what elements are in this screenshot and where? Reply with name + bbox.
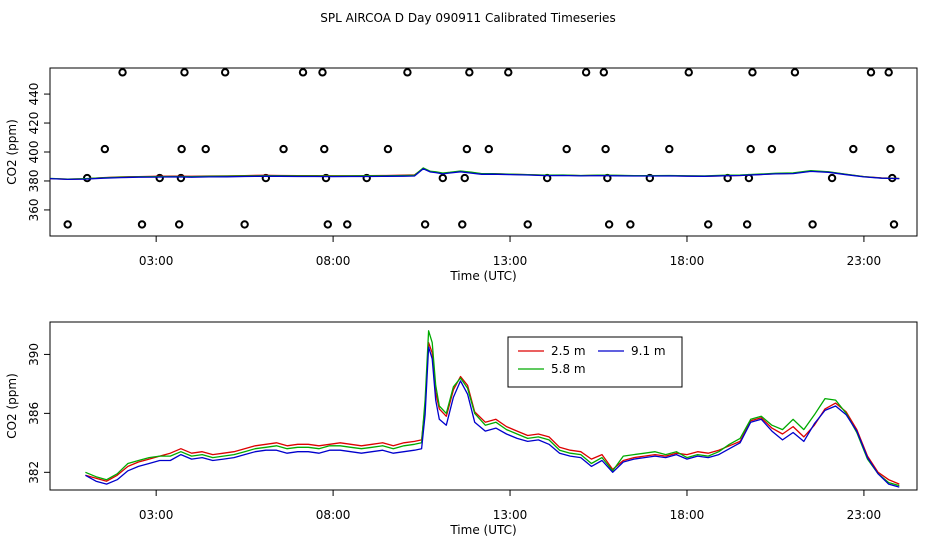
y-tick-label: 360 bbox=[27, 198, 41, 221]
flag-point bbox=[383, 144, 393, 154]
flag-point bbox=[176, 173, 186, 183]
flag-point bbox=[137, 220, 147, 229]
legend-box bbox=[507, 336, 683, 388]
flag-point bbox=[523, 220, 532, 229]
flag-point bbox=[343, 220, 352, 229]
x-tick-label: 13:00 bbox=[493, 508, 528, 522]
x-tick-label: 08:00 bbox=[316, 508, 351, 522]
flag-point bbox=[462, 144, 472, 154]
flag-point bbox=[849, 144, 858, 154]
x-tick-label: 18:00 bbox=[670, 254, 705, 268]
x-axis-label: Time (UTC) bbox=[449, 269, 516, 283]
flag-point bbox=[174, 220, 184, 229]
flag-point bbox=[886, 144, 895, 154]
flag-point bbox=[767, 144, 777, 154]
flag-point bbox=[742, 220, 752, 229]
y-tick-label: 380 bbox=[27, 170, 41, 193]
flag-point bbox=[201, 144, 210, 154]
flag-point bbox=[599, 68, 609, 77]
x-tick-label: 08:00 bbox=[316, 254, 351, 268]
flag-point bbox=[320, 144, 329, 154]
flag-point bbox=[318, 68, 327, 77]
flag-point bbox=[808, 220, 817, 229]
flag-point bbox=[118, 68, 127, 77]
x-tick-label: 03:00 bbox=[139, 254, 174, 268]
series-line-2-5-m bbox=[85, 341, 900, 485]
flag-point bbox=[362, 173, 371, 183]
flag-point bbox=[601, 144, 610, 154]
flag-point bbox=[748, 68, 757, 77]
flag-point bbox=[827, 173, 837, 183]
plot-frame bbox=[49, 321, 918, 491]
flag-point bbox=[465, 68, 474, 77]
y-tick-label: 382 bbox=[27, 461, 41, 484]
y-tick-label: 440 bbox=[27, 83, 41, 106]
flag-point bbox=[279, 144, 288, 154]
flag-point bbox=[684, 68, 693, 77]
legend-label-5-8-m: 5.8 m bbox=[551, 362, 586, 376]
x-tick-label: 18:00 bbox=[670, 508, 705, 522]
top-panel: 03:00 08:00 13:00 18:00 23:00 360 380 400 420 440… bbox=[5, 67, 918, 283]
flag-point bbox=[562, 144, 571, 154]
legend-label-2-5-m: 2.5 m bbox=[551, 344, 586, 358]
flag-point bbox=[504, 68, 513, 77]
flag-point bbox=[63, 220, 72, 229]
y-tick-label: 390 bbox=[27, 343, 41, 366]
flag-point bbox=[704, 220, 713, 229]
series-line-5-8-m bbox=[85, 330, 900, 487]
x-tick-label: 03:00 bbox=[139, 508, 174, 522]
flag-point bbox=[321, 173, 331, 183]
chart-legend: 2.5 m 9.1 m 5.8 m bbox=[507, 336, 683, 388]
flag-point bbox=[403, 68, 412, 77]
flag-point bbox=[100, 144, 110, 154]
flag-point bbox=[458, 220, 467, 229]
chart-title: SPL AIRCOA D Day 090911 Calibrated Times… bbox=[320, 11, 615, 25]
x-tick-label: 23:00 bbox=[847, 508, 882, 522]
flag-point bbox=[298, 68, 308, 77]
legend-label-9-1-m: 9.1 m bbox=[631, 344, 666, 358]
flag-point bbox=[177, 144, 186, 154]
x-tick-label: 23:00 bbox=[847, 254, 882, 268]
bottom-panel: 03:00 08:00 13:00 18:00 23:00 382 386 390 Time (… bbox=[5, 321, 918, 537]
flag-point bbox=[604, 220, 614, 229]
flag-point bbox=[889, 220, 899, 229]
flag-point bbox=[180, 68, 189, 77]
flag-point bbox=[626, 220, 635, 229]
y-tick-label: 386 bbox=[27, 402, 41, 425]
x-axis-label: Time (UTC) bbox=[449, 523, 516, 537]
flag-point bbox=[665, 144, 674, 154]
flag-point bbox=[155, 173, 164, 183]
flag-point bbox=[484, 144, 494, 154]
x-tick-label: 13:00 bbox=[493, 254, 528, 268]
y-tick-label: 420 bbox=[27, 112, 41, 135]
flag-point bbox=[323, 220, 332, 229]
flag-point bbox=[581, 68, 591, 77]
series-line-9-1-m bbox=[50, 168, 900, 181]
flag-point bbox=[746, 144, 755, 154]
y-axis-label: CO2 (ppm) bbox=[5, 373, 19, 439]
flag-point bbox=[790, 68, 800, 77]
flag-point bbox=[220, 68, 230, 77]
flag-point bbox=[420, 220, 430, 229]
flag-point bbox=[866, 68, 876, 77]
flag-point bbox=[460, 173, 469, 183]
flag-point bbox=[438, 173, 448, 183]
flag-point bbox=[645, 173, 655, 183]
flag-point bbox=[240, 220, 249, 229]
y-tick-label: 400 bbox=[27, 141, 41, 164]
y-axis-label: CO2 (ppm) bbox=[5, 119, 19, 185]
series-line-9-1-m bbox=[85, 346, 900, 488]
flag-point bbox=[884, 68, 893, 77]
